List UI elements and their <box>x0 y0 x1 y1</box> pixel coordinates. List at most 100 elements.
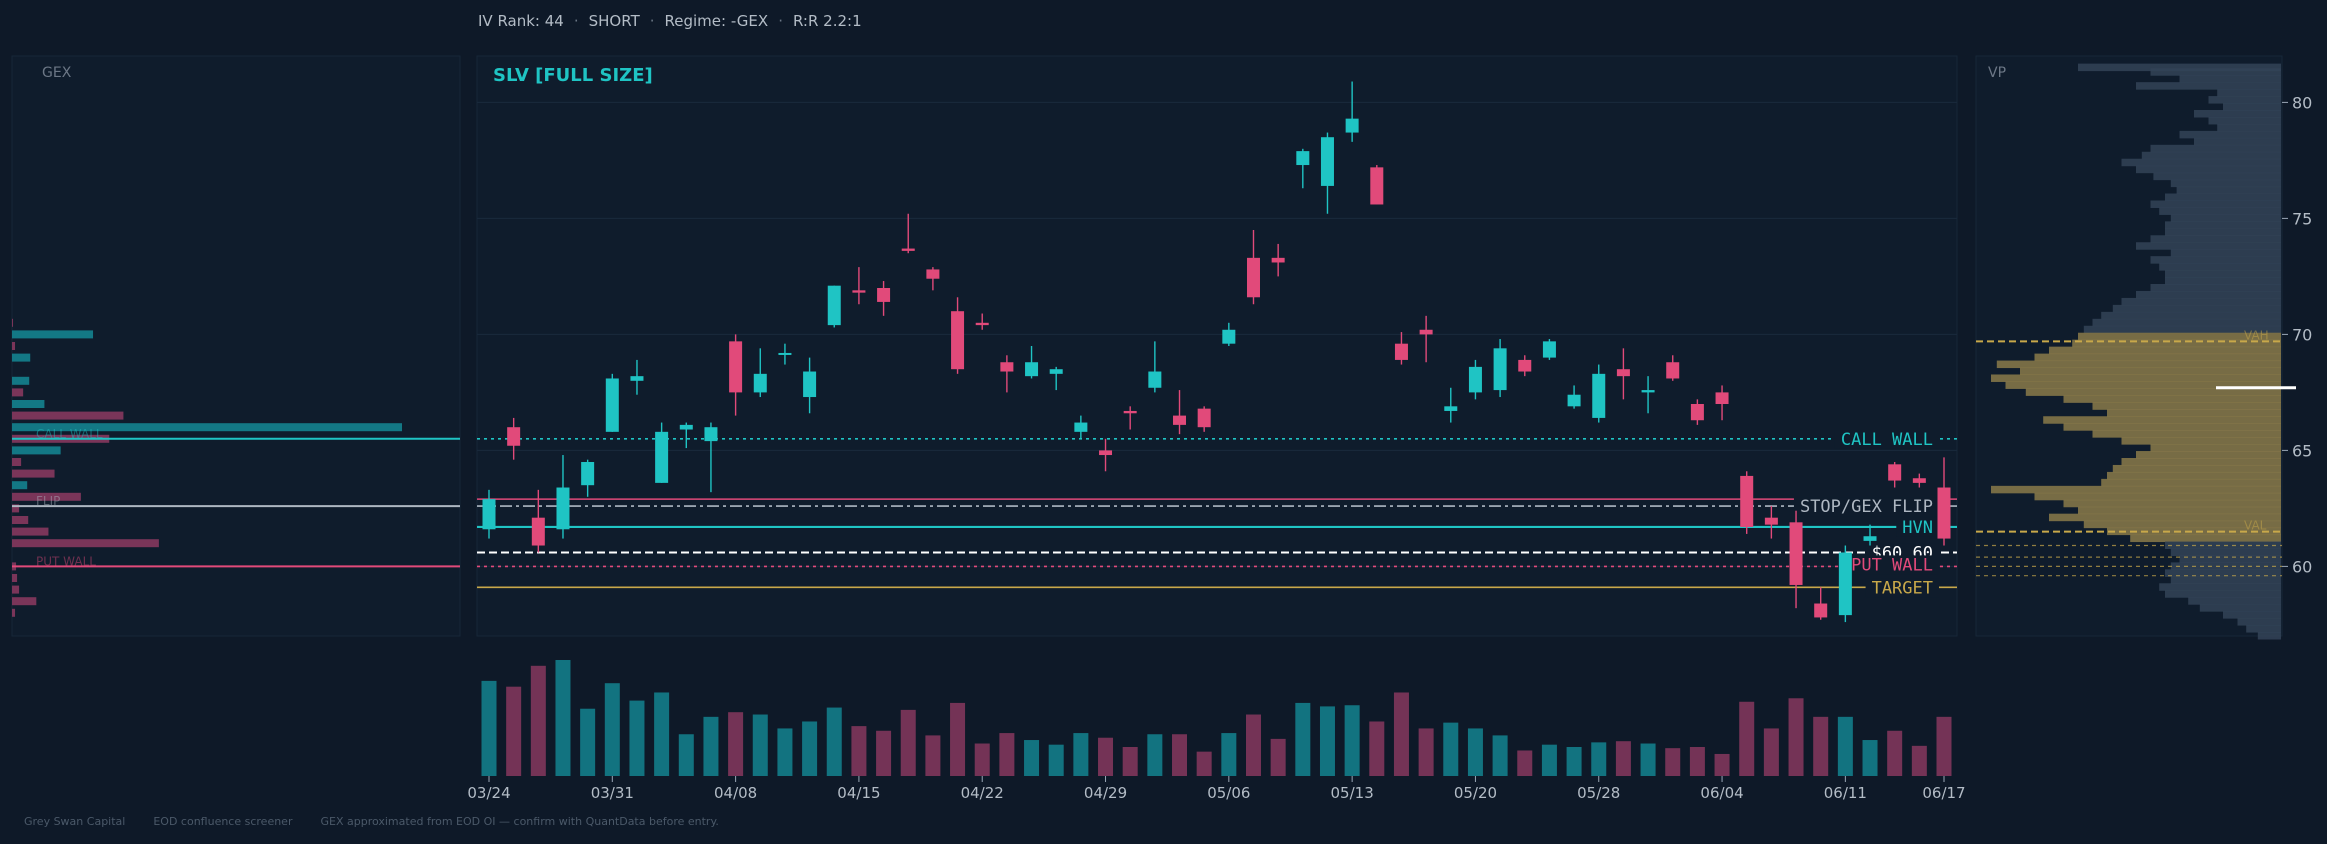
vp-bar <box>2101 311 2281 320</box>
gex-bar-call <box>12 353 31 362</box>
gex-label-put-wall: PUT WALL <box>36 554 96 568</box>
vp-bar <box>2237 618 2281 626</box>
candle-down <box>729 341 743 393</box>
vp-bar <box>2165 270 2281 278</box>
volume-bar <box>1172 734 1188 776</box>
y-tick-label: 80 <box>2292 93 2312 112</box>
volume-bar <box>900 709 916 776</box>
volume-bar <box>1245 714 1261 776</box>
candle-up <box>482 499 496 530</box>
candle-down <box>877 288 891 302</box>
candle-up <box>1074 422 1088 432</box>
gex-bar-put <box>12 597 37 606</box>
vp-bar <box>2034 492 2281 501</box>
vp-bar <box>2083 520 2281 529</box>
candle-down <box>926 269 940 279</box>
vp-bar <box>2136 165 2281 174</box>
x-tick-label: 04/29 <box>1084 784 1127 802</box>
vp-vah-label: VAH <box>2244 328 2269 342</box>
vp-bar <box>2121 437 2281 445</box>
vp-bar <box>2063 395 2281 403</box>
candle-down <box>951 311 965 370</box>
vp-bar <box>2136 451 2281 459</box>
volume-bar <box>1024 740 1040 776</box>
volume-bar <box>629 700 645 776</box>
vp-bar <box>2107 409 2281 417</box>
gex-panel: GEX CALL WALL FLIP PUT WALL <box>11 55 461 637</box>
candle-down <box>1419 329 1433 335</box>
level-label-bg <box>1793 497 1939 517</box>
candle-up <box>1542 341 1556 358</box>
x-tick-label: 05/20 <box>1454 784 1497 802</box>
vp-bar <box>2179 130 2281 139</box>
vp-bar <box>2223 103 2281 111</box>
gex-bar-put <box>12 469 55 478</box>
volume-bar <box>1098 737 1114 776</box>
volume-bar <box>1813 716 1829 776</box>
footer-brand: Grey Swan Capital <box>24 815 126 828</box>
gex-bar-put <box>12 388 24 397</box>
vp-bar <box>2217 123 2281 132</box>
volume-bar <box>530 665 546 776</box>
candle-down <box>1912 478 1926 483</box>
candle-down <box>1666 362 1680 379</box>
vp-bar <box>2078 332 2281 341</box>
candle-up <box>1838 552 1852 616</box>
footer: Grey Swan Capital EOD confluence screener… <box>24 815 747 828</box>
volume-bar <box>654 692 670 776</box>
vp-bar <box>2150 444 2281 452</box>
volume-bar <box>974 743 990 776</box>
candle-up <box>605 378 619 432</box>
volume-bar <box>1887 730 1903 776</box>
candle-down <box>1888 464 1902 481</box>
vp-bar <box>2043 416 2281 424</box>
price-chart-frame <box>476 55 1958 637</box>
volume-bar <box>950 702 966 776</box>
candle-down <box>1271 257 1285 263</box>
gex-bar-call <box>12 376 30 385</box>
gex-bar-call <box>12 423 402 432</box>
vp-bar <box>2121 158 2281 167</box>
candle-up <box>679 424 693 430</box>
level-label-put-wall: PUT WALL <box>1851 555 1933 575</box>
vp-bar <box>2072 339 2281 348</box>
vp-bar <box>2150 284 2281 292</box>
volume-bar <box>1295 702 1311 776</box>
candle-up <box>1863 536 1877 541</box>
vp-bar <box>2005 381 2281 389</box>
vp-bar <box>2107 471 2281 480</box>
vp-bar <box>2170 214 2281 222</box>
candle-up <box>1296 151 1310 166</box>
vp-bar <box>2101 478 2281 487</box>
candle-down <box>1000 362 1014 372</box>
volume-bar <box>580 708 596 776</box>
vp-bar <box>2112 464 2281 473</box>
volume-bar <box>925 735 941 776</box>
regime: Regime: -GEX <box>664 12 769 30</box>
vp-bar <box>2121 297 2281 306</box>
level-label-bg <box>1896 517 1939 537</box>
gex-bar-put <box>12 342 16 350</box>
candle-down <box>1764 517 1778 525</box>
footer-note: GEX approximated from EOD OI — confirm w… <box>320 815 719 828</box>
volume-bar <box>1196 751 1212 776</box>
gex-bar-put <box>12 411 124 420</box>
vp-bar <box>2136 290 2281 299</box>
x-tick-label: 05/06 <box>1207 784 1250 802</box>
vp-bar <box>2150 144 2281 153</box>
vp-bar <box>2063 423 2281 431</box>
vp-bar <box>2159 263 2281 271</box>
x-tick-label: 03/24 <box>467 784 510 802</box>
vp-bar <box>2025 388 2281 396</box>
vp-bar <box>2092 402 2281 410</box>
volume-bar <box>703 716 719 776</box>
candle-up <box>630 376 644 381</box>
gex-bar-put <box>12 516 29 524</box>
x-tick-label: 05/13 <box>1331 784 1374 802</box>
gex-panel-frame <box>11 55 461 637</box>
x-tick-label: 04/08 <box>714 784 757 802</box>
candle-up <box>803 371 817 398</box>
candle-down <box>531 517 545 546</box>
vp-bar <box>2049 346 2281 355</box>
vp-bar <box>2150 256 2281 264</box>
